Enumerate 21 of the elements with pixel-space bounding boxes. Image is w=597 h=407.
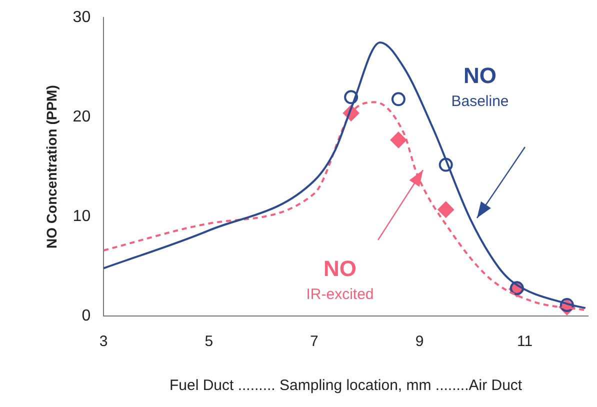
text: NO xyxy=(464,63,496,88)
x-tick-label: 9 xyxy=(415,333,424,350)
x-tick-label: 3 xyxy=(99,333,108,350)
annotation: Baseline xyxy=(451,93,509,110)
point xyxy=(438,158,453,172)
point xyxy=(390,132,406,148)
point xyxy=(560,298,574,312)
y-tick-label: 0 xyxy=(82,307,91,324)
annotation: IR-excited xyxy=(306,286,374,304)
x-tick-label: 7 xyxy=(310,333,318,350)
x-axis-title: Fuel Duct ......... Sampling location, mm ........Air Duct xyxy=(169,377,523,394)
text: NO xyxy=(324,256,356,282)
y-tick-label: 10 xyxy=(72,208,91,225)
point xyxy=(344,90,358,104)
point xyxy=(438,202,454,218)
y-tick-label: 30 xyxy=(72,9,91,26)
y-tick-label: 20 xyxy=(72,108,91,126)
x-tick-label: 11 xyxy=(517,333,533,350)
y-axis-title: NO Concentration (PPM) xyxy=(43,85,60,248)
point xyxy=(391,92,406,106)
x-tick-label: 5 xyxy=(204,333,214,350)
